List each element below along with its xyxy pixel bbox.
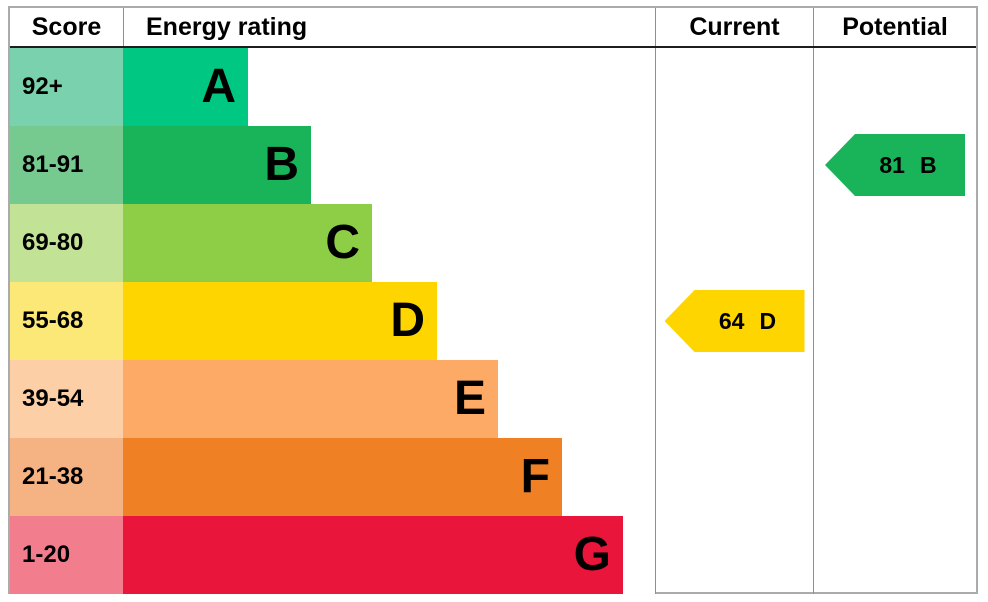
potential-cell	[813, 282, 976, 360]
rating-bar: A	[123, 48, 248, 126]
score-band-cell: 21-38	[10, 438, 123, 516]
bar-cell: A	[123, 48, 655, 126]
rating-letter: A	[201, 60, 236, 113]
band-row-a: 92+ A	[10, 48, 976, 126]
bar-cell: B	[123, 126, 655, 204]
potential-rating-value: 81	[879, 151, 905, 178]
rating-letter: C	[325, 216, 360, 269]
bar-cell: C	[123, 204, 655, 282]
potential-cell	[813, 438, 976, 516]
potential-rating-arrow: 81 B	[825, 134, 965, 196]
rating-bar: F	[123, 438, 562, 516]
potential-rating-letter: B	[919, 151, 937, 178]
score-band-cell: 55-68	[10, 282, 123, 360]
current-cell	[655, 126, 813, 204]
rating-letter: E	[453, 372, 486, 425]
bar-cell: E	[123, 360, 655, 438]
potential-cell	[813, 516, 976, 594]
energy-rating-table: Score Energy rating Current Potential 92…	[8, 6, 978, 594]
band-row-f: 21-38 F	[10, 438, 976, 516]
rating-bar: C	[123, 204, 372, 282]
rating-letter: B	[264, 138, 299, 191]
band-row-g: 1-20 G	[10, 516, 976, 594]
current-cell: 64 D	[655, 282, 813, 360]
bar-cell: G	[123, 516, 655, 594]
rating-bar: D	[123, 282, 437, 360]
current-cell	[655, 360, 813, 438]
potential-cell	[813, 360, 976, 438]
current-rating-arrow: 64 D	[664, 290, 805, 352]
bar-cell: F	[123, 438, 655, 516]
current-cell	[655, 438, 813, 516]
rating-bar: G	[123, 516, 623, 594]
score-header: Score	[31, 12, 102, 41]
potential-cell	[813, 48, 976, 126]
band-row-d: 55-68 D 64 D	[10, 282, 976, 360]
current-cell	[655, 48, 813, 126]
rating-letter: F	[520, 450, 550, 503]
rating-letter: D	[390, 294, 425, 347]
score-band-cell: 81-91	[10, 126, 123, 204]
current-header: Current	[655, 8, 813, 46]
score-band-cell: 39-54	[10, 360, 123, 438]
potential-cell: 81 B	[813, 126, 976, 204]
score-band-cell: 1-20	[10, 516, 123, 594]
potential-header: Potential	[813, 8, 976, 46]
rating-bar: E	[123, 360, 498, 438]
score-band-cell: 69-80	[10, 204, 123, 282]
current-rating-value: 64	[718, 307, 745, 334]
band-row-c: 69-80 C	[10, 204, 976, 282]
rating-letter: G	[573, 528, 611, 581]
bar-cell: D	[123, 282, 655, 360]
current-cell	[655, 204, 813, 282]
energy-rating-header: Energy rating	[123, 8, 655, 46]
potential-cell	[813, 204, 976, 282]
rating-bar: B	[123, 126, 311, 204]
current-cell	[655, 516, 813, 594]
band-row-b: 81-91 B 81 B	[10, 126, 976, 204]
band-row-e: 39-54 E	[10, 360, 976, 438]
current-rating-letter: D	[759, 307, 777, 334]
header-row: Score Energy rating Current Potential	[10, 8, 976, 48]
score-band-cell: 92+	[10, 48, 123, 126]
